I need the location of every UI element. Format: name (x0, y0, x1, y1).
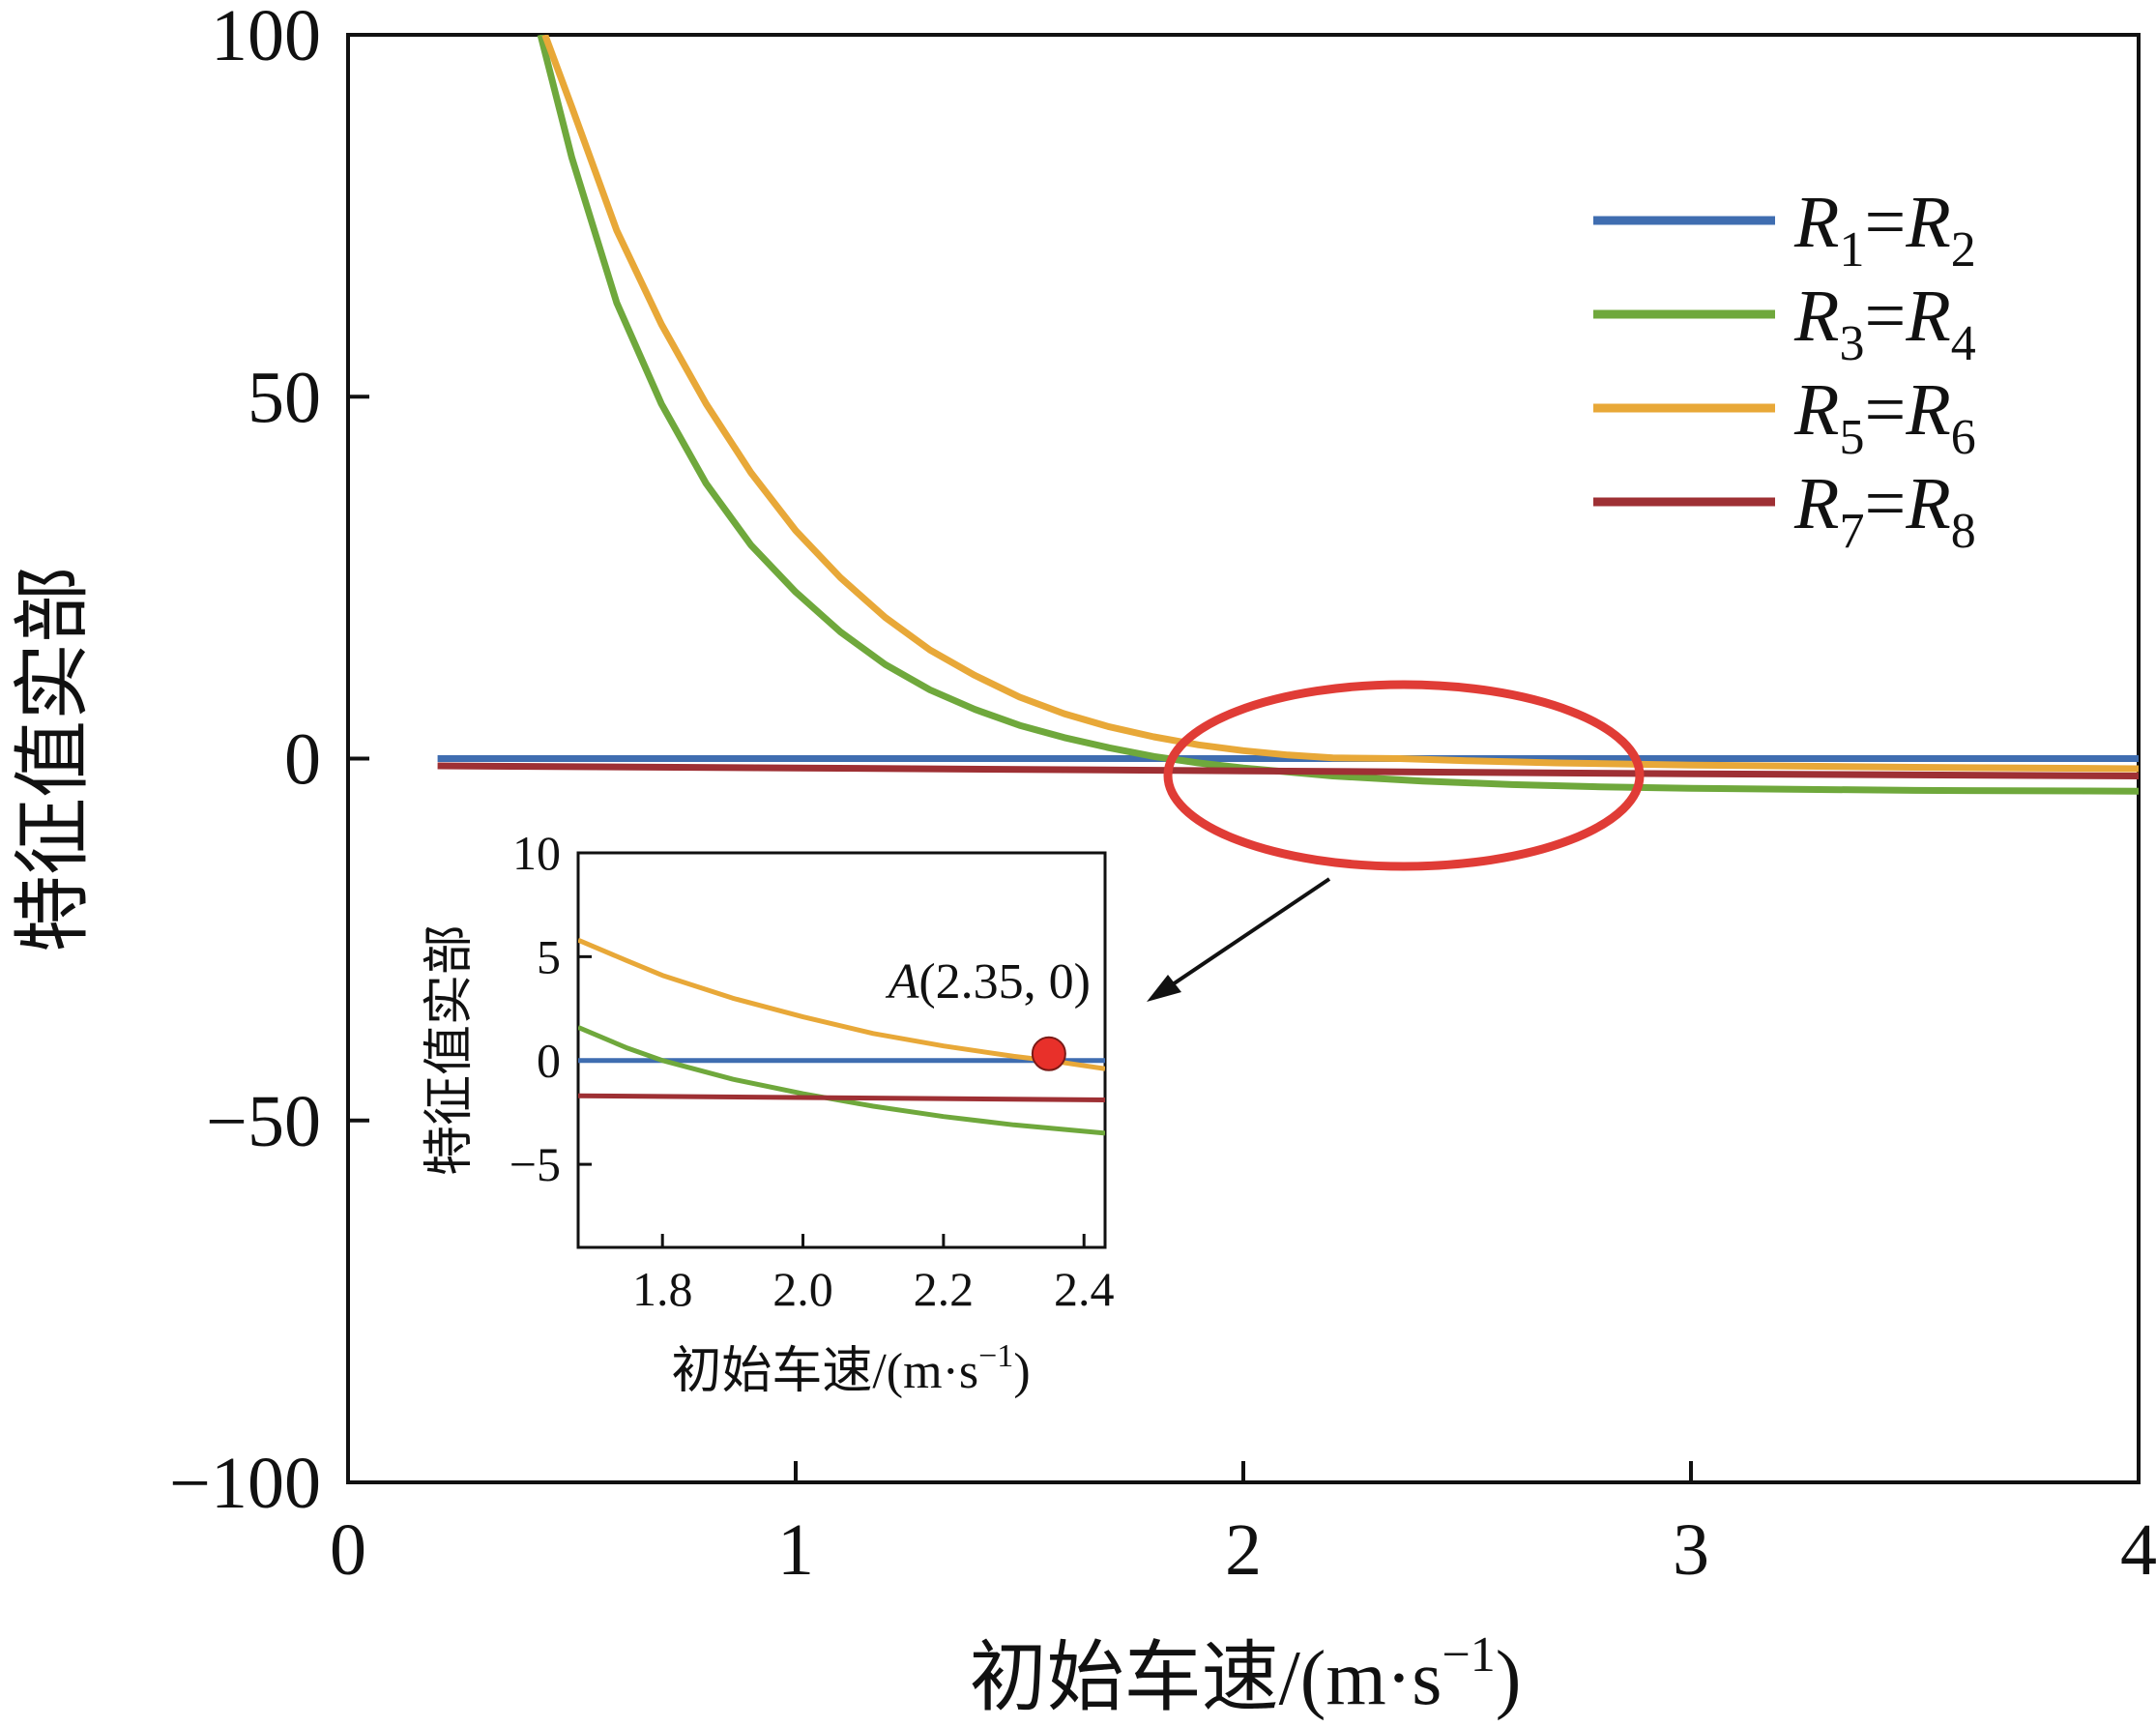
inset-plot: 1.8 2.0 2.2 2.4 −5 0 5 10 初始车速/(m·s−1) 特征值实部 (422, 826, 1114, 1399)
legend-label-r1-r2: R1=R2 (1793, 182, 1976, 278)
legend-label-r7-r8: R7=R8 (1793, 463, 1976, 559)
inset-y-tick-label: 0 (537, 1034, 561, 1088)
inset-x-tick-label: 2.4 (1054, 1262, 1115, 1316)
x-tick-label: 1 (777, 1509, 814, 1591)
inset-y-tick-label: 5 (537, 929, 561, 983)
inset-plot-frame (576, 851, 1107, 1249)
callout-arrow (1147, 877, 1331, 1002)
legend-label-r3-r4: R3=R4 (1793, 276, 1976, 371)
inset-x-tick-label: 2.0 (772, 1262, 833, 1316)
inset-y-axis-label: 特征值实部 (422, 924, 478, 1176)
inset-x-axis-label: 初始车速/(m·s−1) (671, 1338, 1030, 1399)
y-tick-label: 50 (248, 357, 321, 438)
series-line-r7-r8 (437, 762, 2139, 779)
main-series (437, 35, 2139, 795)
inset-series-line-r7-r8 (578, 1093, 1105, 1102)
y-axis-label: 特征值实部 (12, 566, 97, 952)
x-tick-label: 0 (330, 1509, 366, 1591)
series-line-r3-r4 (537, 35, 2139, 795)
x-tick-label: 2 (1225, 1509, 1262, 1591)
inset-x-tick-label: 1.8 (632, 1262, 693, 1316)
x-tick-label: 4 (2120, 1509, 2156, 1591)
y-tick-label: 100 (211, 0, 321, 76)
inset-series-line-r5-r6 (578, 937, 1105, 1071)
annotation-point-a (1031, 1036, 1066, 1071)
inset-series-clip (578, 937, 1105, 1136)
inset-y-tick-label: −5 (510, 1137, 561, 1191)
y-tick-label: −50 (206, 1081, 321, 1162)
highlight-ellipse (1163, 680, 1645, 871)
inset-y-tick-label: 10 (512, 826, 561, 880)
x-tick-label: 3 (1673, 1509, 1709, 1591)
y-tick-label: 0 (284, 719, 321, 801)
inset-series-line-r3-r4 (578, 1025, 1105, 1136)
x-axis-label: 初始车速/(m·s−1) (970, 1627, 1522, 1721)
legend-label-r5-r6: R5=R6 (1793, 369, 1976, 465)
inset-series: A(2.35, 0) (578, 937, 1105, 1136)
series-line-r5-r6 (541, 35, 2139, 773)
annotation-label-a: A(2.35, 0) (886, 954, 1091, 1010)
inset-x-tick-label: 2.2 (914, 1262, 975, 1316)
y-tick-label: −100 (169, 1443, 321, 1524)
